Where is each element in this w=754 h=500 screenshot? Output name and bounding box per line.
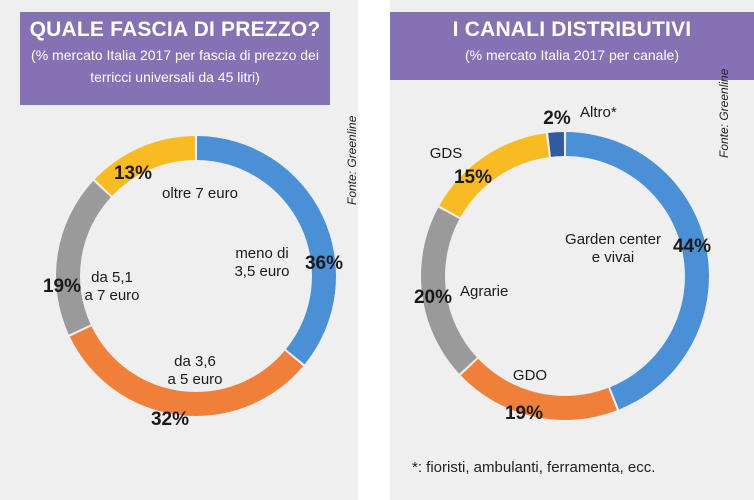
slice-percent-label: 2% bbox=[543, 108, 571, 129]
slice-category-label: Agrarie bbox=[460, 283, 508, 300]
slice-percent-label: 36% bbox=[305, 253, 343, 274]
slice-category-label: GDO bbox=[513, 367, 547, 384]
slice-category-label: 3,5 euro bbox=[234, 263, 289, 280]
donut-slice bbox=[439, 133, 550, 218]
slice-category-label: meno di bbox=[235, 245, 288, 262]
slice-percent-label: 13% bbox=[114, 163, 152, 184]
slice-category-label: oltre 7 euro bbox=[162, 185, 238, 202]
chart-subtitle: (% mercato Italia 2017 per fascia di pre… bbox=[31, 47, 319, 85]
slice-category-label: Altro* bbox=[580, 104, 617, 121]
slice-category-label: GDS bbox=[430, 145, 463, 162]
donut-slice bbox=[565, 132, 710, 410]
slice-category-label: da 5,1 bbox=[91, 269, 133, 286]
slice-category-label: Garden center bbox=[565, 231, 661, 248]
chart-subtitle: (% mercato Italia 2017 per canale) bbox=[465, 47, 679, 63]
chart-title: QUALE FASCIA DI PREZZO? bbox=[29, 18, 321, 41]
footnote: *: fioristi, ambulanti, ferramenta, ecc. bbox=[412, 459, 656, 476]
slice-category-label: e vivai bbox=[592, 249, 635, 266]
slice-percent-label: 15% bbox=[454, 167, 492, 188]
slice-percent-label: 44% bbox=[673, 236, 711, 257]
chart-title: I CANALI DISTRIBUTIVI bbox=[452, 18, 692, 41]
slice-percent-label: 20% bbox=[414, 287, 452, 308]
slice-category-label: a 5 euro bbox=[167, 371, 222, 388]
donut-slice bbox=[460, 358, 617, 420]
donut-slice bbox=[94, 136, 196, 196]
donut-slice bbox=[548, 132, 565, 157]
slice-percent-label: 19% bbox=[43, 276, 81, 297]
slice-percent-label: 32% bbox=[151, 409, 189, 430]
slice-category-label: da 3,6 bbox=[174, 353, 216, 370]
header-channels: I CANALI DISTRIBUTIVI (% mercato Italia … bbox=[390, 12, 754, 80]
donut-slice bbox=[69, 326, 304, 416]
header-price-range: QUALE FASCIA DI PREZZO? (% mercato Itali… bbox=[20, 12, 330, 105]
donut-slice bbox=[56, 180, 111, 335]
donut-slice bbox=[196, 136, 336, 365]
slice-category-label: a 7 euro bbox=[84, 287, 139, 304]
slice-percent-label: 19% bbox=[505, 403, 543, 424]
donut-slice bbox=[421, 207, 477, 374]
